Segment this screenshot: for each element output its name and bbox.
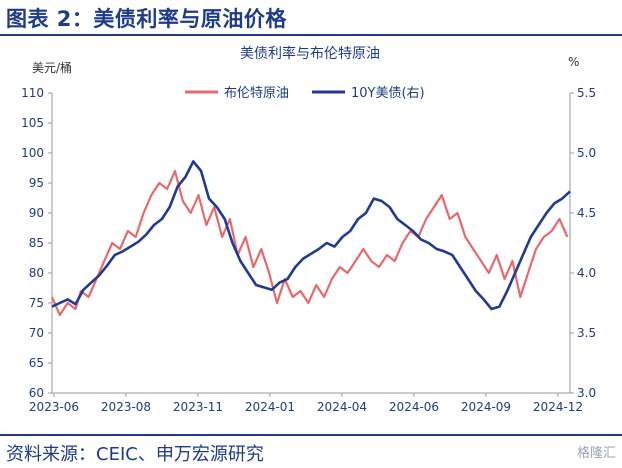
legend-label-oil: 布伦特原油 xyxy=(224,86,289,101)
x-tick-label: 2024-04 xyxy=(317,400,367,414)
title-rule xyxy=(0,34,622,36)
y-right-tick-label: 5.5 xyxy=(577,86,596,100)
y-right-tick-label: 3.0 xyxy=(577,386,596,400)
y-left-label: 美元/桶 xyxy=(32,60,72,75)
chart-title: 美债利率与布伦特原油 xyxy=(240,45,380,62)
x-tick-label: 2023-11 xyxy=(173,400,223,414)
y-left-tick-label: 80 xyxy=(29,266,44,280)
series-layer xyxy=(50,160,571,317)
x-tick-label: 2023-06 xyxy=(29,400,79,414)
series-line-ust10y xyxy=(51,160,571,311)
x-tick-label: 2024-12 xyxy=(533,400,583,414)
x-tick-label: 2024-09 xyxy=(461,400,511,414)
bottom-rule xyxy=(0,434,622,436)
chart: 美债利率与布伦特原油 美元/桶 % 布伦特原油 10Y美债(右) 60 65 70 7… xyxy=(21,45,596,414)
axes xyxy=(51,93,571,394)
y-left-tick-label: 60 xyxy=(29,386,44,400)
right-axis-ticks: 3.0 3.5 4.0 4.5 5.0 5.5 xyxy=(570,86,596,400)
y-left-tick-label: 110 xyxy=(21,86,44,100)
y-right-tick-label: 3.5 xyxy=(577,326,596,340)
y-left-tick-label: 85 xyxy=(29,236,44,250)
watermark: 格隆汇 xyxy=(576,446,616,461)
y-right-tick-label: 4.0 xyxy=(577,266,596,280)
x-tick-label: 2024-01 xyxy=(245,400,295,414)
series-line-oil xyxy=(50,169,569,317)
x-tick-label: 2024-06 xyxy=(389,400,439,414)
y-right-label: % xyxy=(568,55,579,69)
y-right-tick-label: 4.5 xyxy=(577,206,596,220)
x-axis-ticks: 2023-06 2023-08 2023-11 2024-01 2024-04 2024-… xyxy=(29,393,583,414)
y-left-tick-label: 105 xyxy=(21,116,44,130)
y-left-tick-label: 90 xyxy=(29,206,44,220)
y-left-tick-label: 75 xyxy=(29,296,44,310)
y-left-tick-label: 95 xyxy=(29,176,44,190)
x-tick-label: 2023-08 xyxy=(101,400,151,414)
legend: 布伦特原油 10Y美债(右) xyxy=(185,86,425,101)
y-right-tick-label: 5.0 xyxy=(577,146,596,160)
y-left-tick-label: 100 xyxy=(21,146,44,160)
left-axis-ticks: 60 65 70 75 80 85 90 95 100 105 110 xyxy=(21,86,52,400)
source-note: 资料来源：CEIC、申万宏源研究 xyxy=(6,444,264,465)
y-left-tick-label: 65 xyxy=(29,356,44,370)
figure-title: 图表 2：美债利率与原油价格 xyxy=(6,7,287,31)
legend-label-ust: 10Y美债(右) xyxy=(351,86,425,101)
y-left-tick-label: 70 xyxy=(29,326,44,340)
